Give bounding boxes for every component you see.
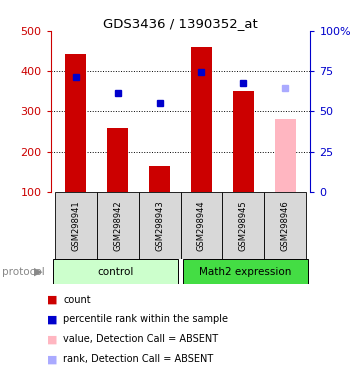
Text: ■: ■ xyxy=(47,334,57,344)
Bar xyxy=(149,166,170,192)
Text: GSM298943: GSM298943 xyxy=(155,200,164,251)
Text: GSM298945: GSM298945 xyxy=(239,200,248,251)
Bar xyxy=(97,192,139,259)
Text: control: control xyxy=(97,266,134,277)
Text: ▶: ▶ xyxy=(34,266,43,277)
Bar xyxy=(191,47,212,192)
Bar xyxy=(222,192,264,259)
Text: rank, Detection Call = ABSENT: rank, Detection Call = ABSENT xyxy=(63,354,213,364)
Text: value, Detection Call = ABSENT: value, Detection Call = ABSENT xyxy=(63,334,218,344)
Text: ■: ■ xyxy=(47,354,57,364)
Bar xyxy=(65,54,86,192)
Text: count: count xyxy=(63,295,91,305)
Text: ■: ■ xyxy=(47,295,57,305)
Bar xyxy=(180,192,222,259)
Bar xyxy=(55,192,97,259)
Title: GDS3436 / 1390352_at: GDS3436 / 1390352_at xyxy=(103,17,258,30)
Bar xyxy=(264,192,306,259)
Bar xyxy=(53,259,178,284)
Text: ■: ■ xyxy=(47,314,57,324)
Text: protocol: protocol xyxy=(2,266,44,277)
Text: GSM298941: GSM298941 xyxy=(71,200,80,251)
Bar xyxy=(107,128,128,192)
Bar xyxy=(183,259,308,284)
Text: GSM298944: GSM298944 xyxy=(197,200,206,251)
Text: Math2 expression: Math2 expression xyxy=(199,266,292,277)
Bar xyxy=(275,119,296,192)
Text: GSM298946: GSM298946 xyxy=(281,200,290,251)
Text: percentile rank within the sample: percentile rank within the sample xyxy=(63,314,228,324)
Bar xyxy=(139,192,180,259)
Bar xyxy=(233,91,254,192)
Text: GSM298942: GSM298942 xyxy=(113,200,122,251)
